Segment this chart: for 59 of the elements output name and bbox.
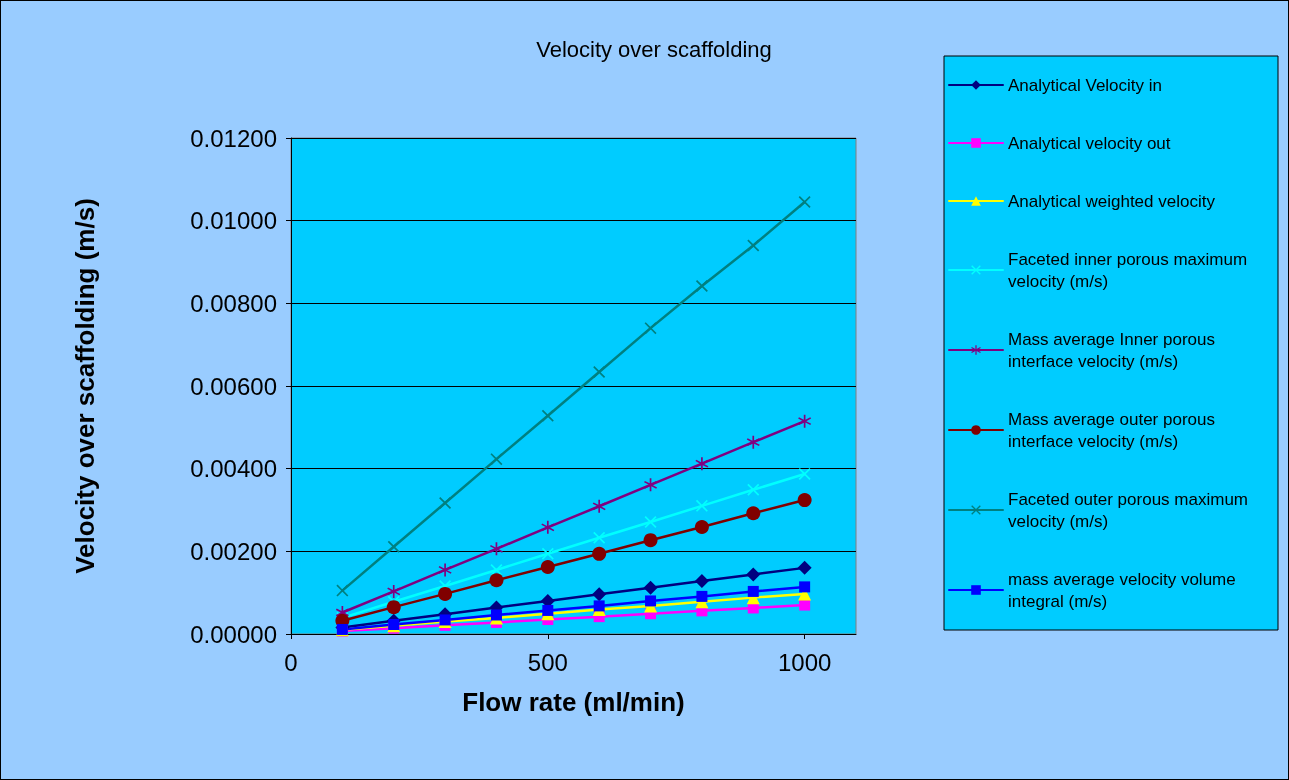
point xyxy=(643,580,658,595)
y-tick-label: 0.00000 xyxy=(190,620,277,648)
legend-label: Faceted inner porous maximum velocity (m/s) xyxy=(1008,249,1252,291)
point xyxy=(694,519,709,534)
y-tick-label: 0.00400 xyxy=(190,455,277,483)
point xyxy=(541,520,555,534)
point xyxy=(695,457,709,471)
point xyxy=(438,563,452,577)
legend-label: Analytical weighted velocity xyxy=(1008,191,1216,211)
point xyxy=(696,590,708,602)
point xyxy=(542,604,554,616)
point xyxy=(593,600,605,612)
y-tick-label: 0.00200 xyxy=(190,537,277,565)
y-tick-label: 0.01000 xyxy=(190,207,277,235)
point xyxy=(438,586,453,601)
point xyxy=(695,499,708,512)
legend-label: Analytical Velocity in xyxy=(1008,75,1163,95)
point xyxy=(746,567,761,582)
point xyxy=(695,279,708,292)
point xyxy=(592,546,607,561)
point xyxy=(746,435,760,449)
point xyxy=(799,581,811,593)
point xyxy=(439,496,452,509)
y-axis-title: Velocity over scaffolding (m/s) xyxy=(70,198,100,574)
x-tick-label: 1000 xyxy=(777,648,832,676)
point xyxy=(645,595,657,607)
point xyxy=(540,560,555,575)
x-tick-label: 0 xyxy=(284,648,298,676)
point xyxy=(541,409,554,422)
y-tick-label: 0.00600 xyxy=(190,372,277,400)
point xyxy=(593,365,606,378)
point xyxy=(643,533,658,548)
point xyxy=(694,574,709,589)
point xyxy=(592,499,606,513)
point xyxy=(336,584,349,597)
point xyxy=(797,560,812,575)
point xyxy=(593,531,606,544)
point xyxy=(490,609,502,621)
point xyxy=(799,599,811,611)
x-tick-label: 500 xyxy=(527,648,568,676)
point xyxy=(489,573,504,588)
legend-label: Mass average Inner porous interface velocity (m/s) xyxy=(1008,329,1220,371)
legend-label: mass average velocity volume integral (m/s) xyxy=(1008,569,1241,611)
point xyxy=(797,493,812,508)
legend-label: Faceted outer porous maximum velocity (m/s) xyxy=(1008,489,1253,531)
point xyxy=(387,540,400,553)
point xyxy=(746,506,761,521)
point xyxy=(747,585,759,597)
point xyxy=(386,600,401,615)
point xyxy=(592,587,607,602)
point xyxy=(747,483,760,496)
x-axis-title: Flow rate (ml/min) xyxy=(462,687,685,717)
legend-label: Mass average outer porous interface velocity (m/s) xyxy=(1008,409,1220,451)
legend-label: Analytical velocity out xyxy=(1008,133,1171,153)
y-tick-label: 0.01200 xyxy=(190,124,277,152)
point xyxy=(541,547,554,560)
y-tick-label: 0.00800 xyxy=(190,289,277,317)
chart-title: Velocity over scaffolding xyxy=(536,36,772,62)
point xyxy=(387,584,401,598)
